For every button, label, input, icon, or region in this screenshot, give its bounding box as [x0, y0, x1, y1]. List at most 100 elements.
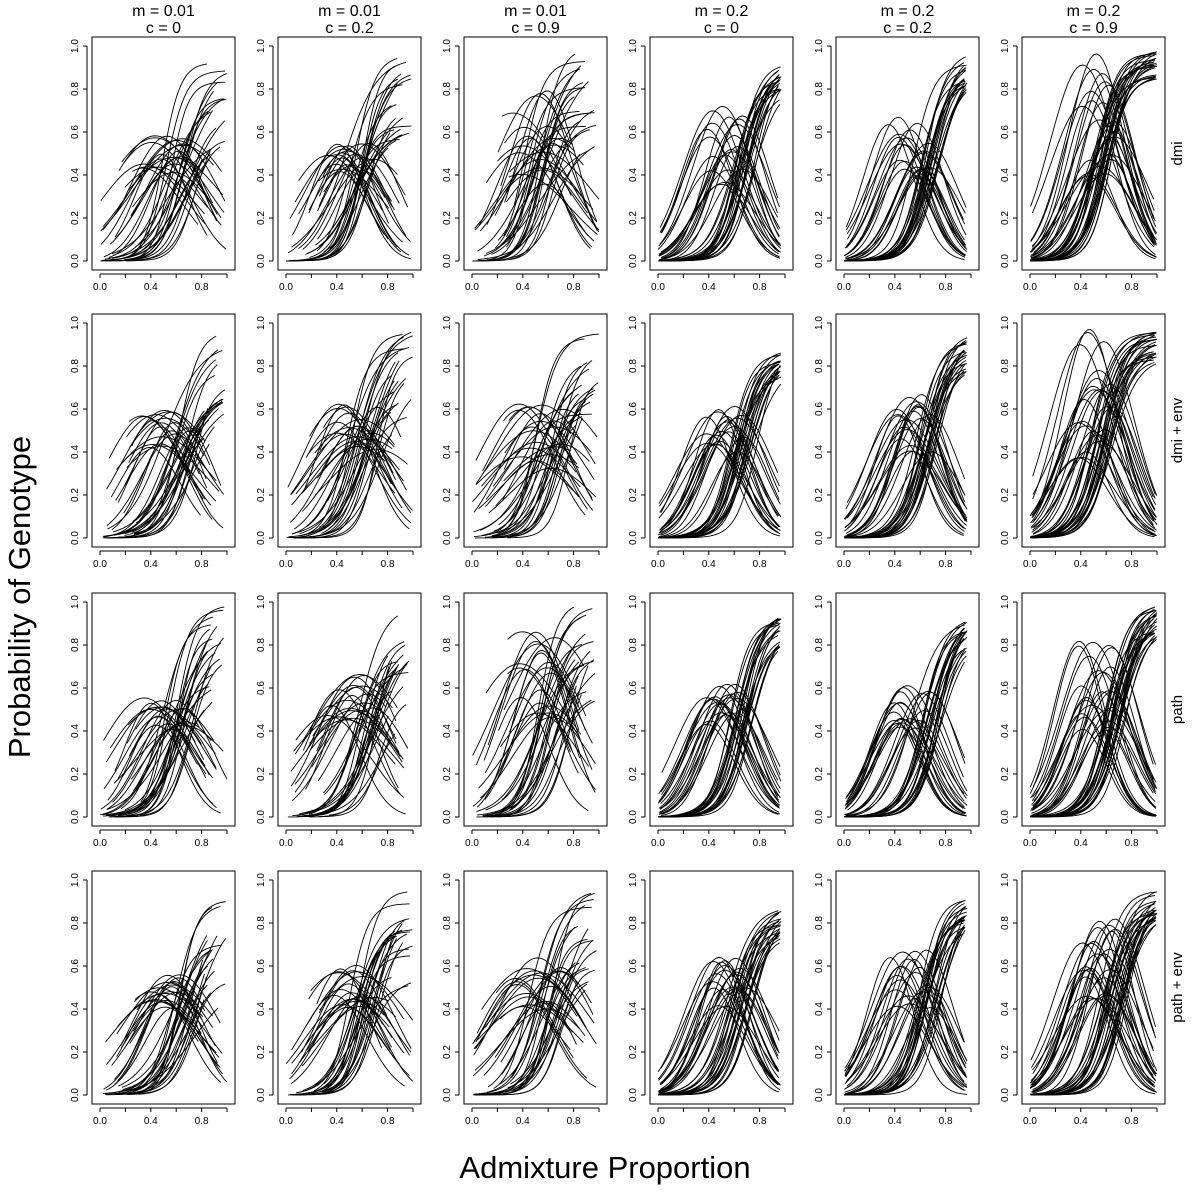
x-tick-label: 0.4: [330, 282, 344, 293]
curve-heterozygote: [845, 685, 968, 799]
curve-homozygote: [323, 935, 396, 1085]
panel-2-4: 0.0 0.4 0.8 0.0 0.2 0.4 0.6 0.8 1.0: [628, 313, 794, 570]
x-tick-label: 0.0: [465, 1116, 479, 1127]
y-tick-label: 0.2: [814, 488, 825, 502]
panel-3-3: 0.0 0.4 0.8 0.0 0.2 0.4 0.6 0.8 1.0: [442, 592, 608, 849]
curve-heterozygote: [1030, 729, 1157, 817]
curve-heterozygote: [302, 142, 409, 250]
curve-homozygote: [122, 154, 211, 259]
curve-homozygote: [1031, 338, 1158, 539]
curve-homozygote: [310, 383, 405, 539]
panel-1-2: 0.0 0.4 0.8 0.0 0.2 0.4 0.6 0.8 1.0: [256, 36, 422, 293]
x-tick-label: 0.0: [1023, 1116, 1037, 1127]
curve-heterozygote: [487, 1002, 577, 1088]
curve-heterozygote: [129, 417, 200, 448]
y-tick-label: 0.8: [814, 916, 825, 930]
curve-heterozygote: [289, 425, 397, 523]
column-header-c-6: c = 0.9: [1069, 20, 1118, 37]
curve-homozygote: [320, 380, 395, 536]
x-tick-label: 0.4: [888, 559, 902, 570]
curve-heterozygote: [1032, 331, 1155, 521]
curve-heterozygote: [497, 183, 589, 241]
y-tick-label: 0.2: [628, 1045, 639, 1059]
curve-heterozygote: [847, 451, 966, 537]
y-tick-label: 0.8: [1000, 638, 1011, 652]
y-tick-label: 0.4: [1000, 724, 1011, 738]
curve-homozygote: [1031, 344, 1156, 539]
curve-heterozygote: [660, 415, 778, 536]
curve-homozygote: [121, 949, 213, 1088]
panel-3-2: 0.0 0.4 0.8 0.0 0.2 0.4 0.6 0.8 1.0: [256, 592, 422, 849]
curve-homozygote: [1031, 909, 1157, 1096]
panels: m = 0.01c = 0m = 0.01c = 0.2m = 0.01c = …: [70, 3, 1186, 1127]
panel-frame: [649, 313, 794, 548]
curve-homozygote: [482, 606, 575, 817]
x-tick-label: 0.8: [939, 559, 953, 570]
curve-homozygote: [136, 408, 219, 524]
y-tick-label: 1.0: [256, 316, 267, 330]
y-tick-label: 0.6: [70, 402, 81, 416]
curve-homozygote: [506, 700, 595, 816]
y-tick-label: 0.0: [442, 531, 453, 545]
y-tick-label: 0.4: [442, 724, 453, 738]
x-tick-label: 0.8: [753, 1116, 767, 1127]
curve-heterozygote: [847, 168, 965, 261]
y-axis-label: Probability of Genotype: [2, 436, 37, 758]
curve-homozygote: [491, 134, 579, 255]
panel-2-5: 0.0 0.4 0.8 0.0 0.2 0.4 0.6 0.8 1.0: [814, 313, 980, 570]
panel-3-6: 0.0 0.4 0.8 0.0 0.2 0.4 0.6 0.8 1.0: [1000, 592, 1166, 849]
column-header-c-3: c = 0.9: [511, 20, 560, 37]
curve-heterozygote: [1032, 430, 1156, 535]
curve-heterozygote: [844, 404, 966, 538]
curve-heterozygote: [1030, 406, 1156, 537]
curve-homozygote: [509, 645, 575, 811]
x-tick-label: 0.8: [1125, 1116, 1139, 1127]
curve-homozygote: [659, 937, 779, 1095]
curve-homozygote: [103, 652, 216, 817]
curve-heterozygote: [844, 401, 965, 528]
panel-4-4: 0.0 0.4 0.8 0.0 0.2 0.4 0.6 0.8 1.0: [628, 870, 794, 1127]
curve-homozygote: [477, 673, 596, 816]
curve-homozygote: [493, 906, 592, 1089]
curve-homozygote: [477, 53, 576, 262]
curve-heterozygote: [1031, 713, 1156, 817]
x-tick-label: 0.4: [330, 559, 344, 570]
curve-heterozygote: [846, 720, 967, 816]
panel-3-5: 0.0 0.4 0.8 0.0 0.2 0.4 0.6 0.8 1.0: [814, 592, 980, 849]
curve-homozygote: [846, 920, 965, 1096]
y-tick-label: 1.0: [256, 873, 267, 887]
y-tick-label: 0.8: [628, 638, 639, 652]
y-tick-label: 0.2: [442, 1045, 453, 1059]
y-tick-label: 0.6: [628, 959, 639, 973]
curve-homozygote: [117, 364, 218, 539]
y-tick-label: 0.6: [628, 125, 639, 139]
curve-heterozygote: [1030, 953, 1155, 1082]
column-header-c-1: c = 0: [146, 20, 181, 37]
curve-homozygote: [486, 659, 595, 817]
curve-homozygote: [324, 352, 399, 526]
y-tick-label: 0.4: [628, 445, 639, 459]
panel-3-4: 0.0 0.4 0.8 0.0 0.2 0.4 0.6 0.8 1.0: [628, 592, 794, 849]
curve-homozygote: [317, 361, 396, 533]
curve-homozygote: [487, 892, 592, 1093]
curve-homozygote: [512, 962, 580, 1092]
curves: [1029, 51, 1158, 262]
x-tick-label: 0.8: [381, 838, 395, 849]
x-tick-label: 0.4: [702, 838, 716, 849]
curve-heterozygote: [110, 447, 201, 516]
curve-heterozygote: [503, 637, 584, 711]
curve-homozygote: [658, 646, 781, 818]
panel-frame: [463, 592, 608, 827]
x-tick-label: 0.8: [381, 559, 395, 570]
x-tick-label: 0.0: [465, 838, 479, 849]
curve-homozygote: [329, 132, 391, 256]
y-tick-label: 0.2: [256, 767, 267, 781]
x-tick-label: 0.4: [330, 1116, 344, 1127]
panel-frame: [463, 313, 608, 548]
y-tick-label: 0.2: [70, 488, 81, 502]
curve-heterozygote: [1033, 948, 1154, 1092]
y-tick-label: 0.2: [814, 1045, 825, 1059]
curve-homozygote: [102, 1007, 219, 1094]
curve-homozygote: [296, 918, 410, 1094]
curve-heterozygote: [486, 152, 595, 242]
